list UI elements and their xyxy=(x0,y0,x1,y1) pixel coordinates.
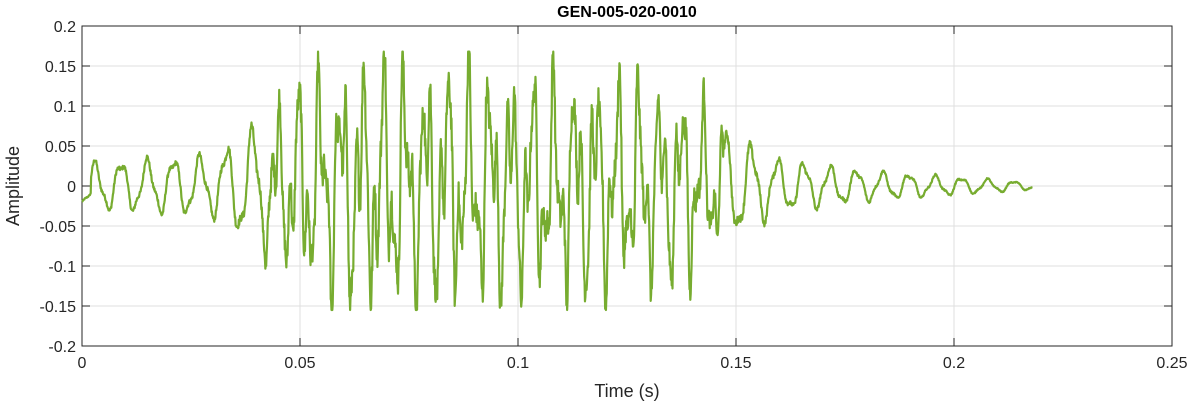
y-tick-label: -0.2 xyxy=(48,339,76,356)
x-tick-label: 0.1 xyxy=(507,355,529,372)
y-axis-ticks: 0.2 0.15 0.1 0.05 0 -0.05 -0.1 -0.15 -0.2 xyxy=(40,19,1172,356)
y-tick-label: -0.15 xyxy=(40,299,77,316)
x-axis-label: Time (s) xyxy=(594,381,659,401)
y-tick-label: 0.2 xyxy=(54,19,76,36)
x-tick-label: 0.25 xyxy=(1156,355,1187,372)
x-tick-label: 0.2 xyxy=(943,355,965,372)
y-tick-label: 0.05 xyxy=(45,139,76,156)
x-axis-ticks: 0 0.05 0.1 0.15 0.2 0.25 xyxy=(78,26,1188,372)
y-axis-label: Amplitude xyxy=(3,146,23,226)
series-line xyxy=(81,50,1034,312)
chart-title: GEN-005-020-0010 xyxy=(557,4,697,21)
x-tick-label: 0.05 xyxy=(284,355,315,372)
y-tick-label: -0.1 xyxy=(48,259,76,276)
y-tick-label: 0 xyxy=(67,179,76,196)
x-tick-label: 0 xyxy=(78,355,87,372)
y-tick-label: 0.1 xyxy=(54,99,76,116)
y-tick-label: -0.05 xyxy=(40,219,77,236)
x-tick-label: 0.15 xyxy=(720,355,751,372)
y-tick-label: 0.15 xyxy=(45,59,76,76)
